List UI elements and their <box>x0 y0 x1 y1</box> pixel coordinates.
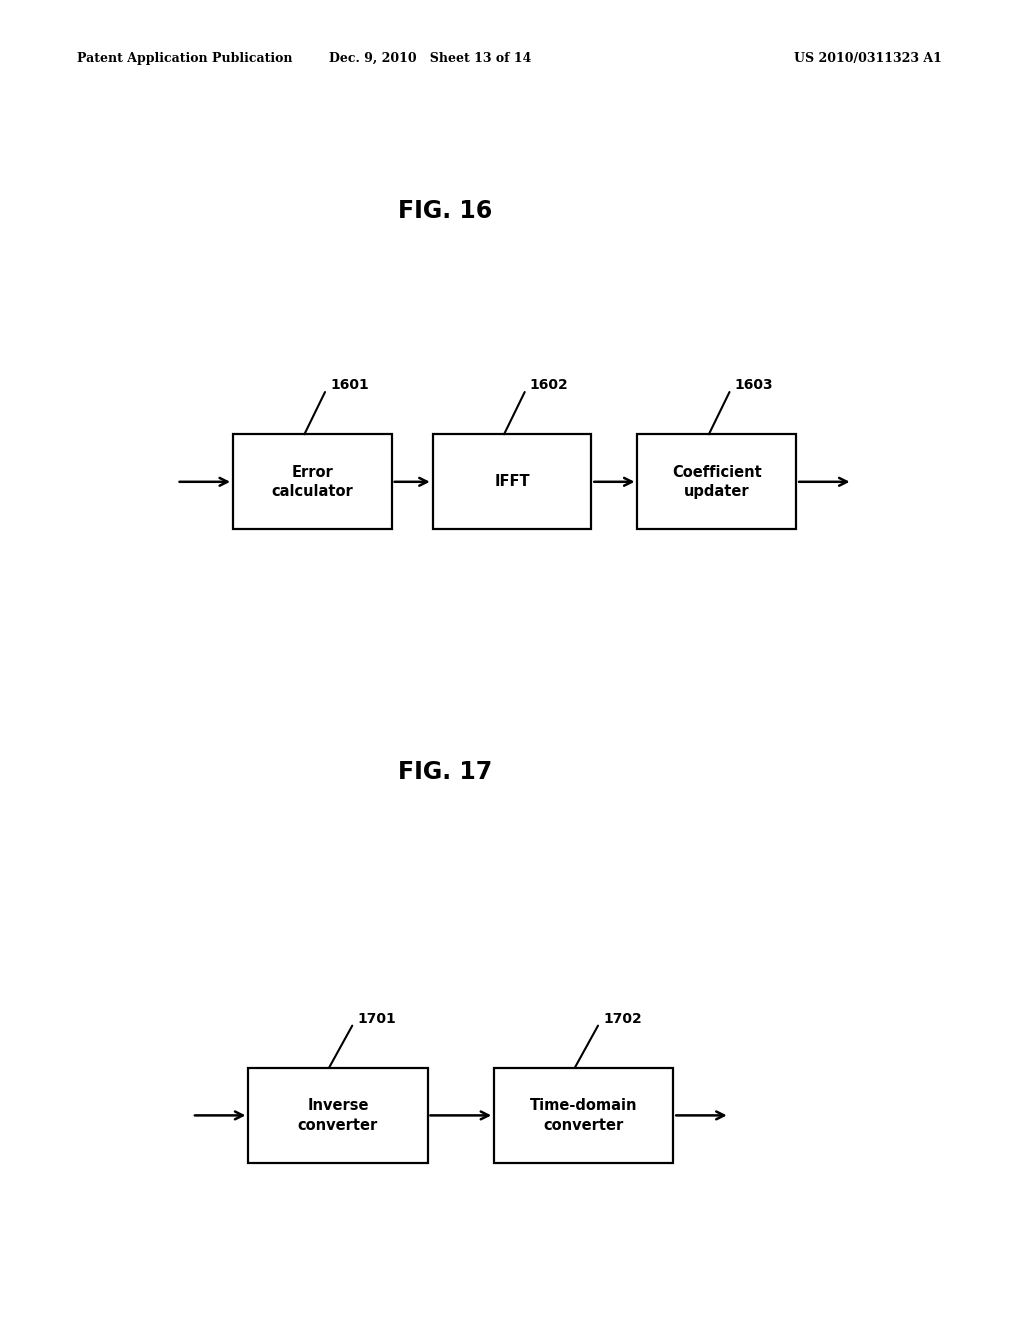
Text: 1701: 1701 <box>357 1011 396 1026</box>
Text: Coefficient
updater: Coefficient updater <box>672 465 762 499</box>
Text: Inverse
converter: Inverse converter <box>298 1098 378 1133</box>
Text: 1602: 1602 <box>529 378 568 392</box>
Bar <box>249 1068 428 1163</box>
Bar <box>494 1068 674 1163</box>
Text: Dec. 9, 2010   Sheet 13 of 14: Dec. 9, 2010 Sheet 13 of 14 <box>329 51 531 65</box>
Bar <box>432 434 592 529</box>
Bar <box>637 434 797 529</box>
Text: 1603: 1603 <box>734 378 773 392</box>
Text: Time-domain
converter: Time-domain converter <box>530 1098 637 1133</box>
Text: Error
calculator: Error calculator <box>271 465 353 499</box>
Text: FIG. 16: FIG. 16 <box>398 199 493 223</box>
Text: IFFT: IFFT <box>495 474 529 490</box>
Text: US 2010/0311323 A1: US 2010/0311323 A1 <box>795 51 942 65</box>
Text: Patent Application Publication: Patent Application Publication <box>77 51 292 65</box>
Text: 1601: 1601 <box>330 378 369 392</box>
Text: 1702: 1702 <box>603 1011 642 1026</box>
Text: FIG. 17: FIG. 17 <box>398 760 493 784</box>
Bar <box>232 434 391 529</box>
